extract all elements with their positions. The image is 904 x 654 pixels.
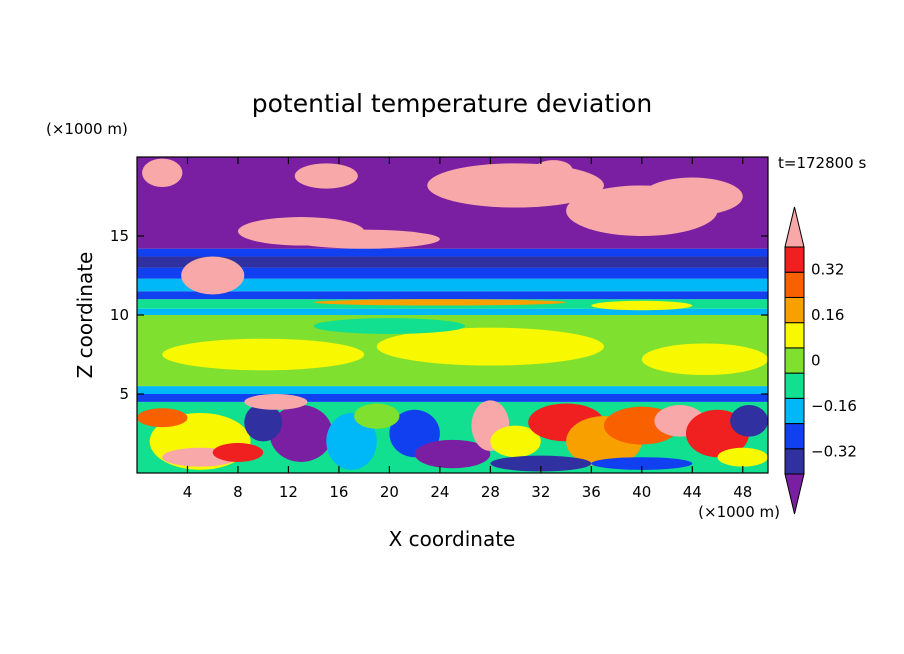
contour-patch xyxy=(244,394,308,410)
x-unit-label: (×1000 m) xyxy=(698,503,780,521)
contour-patch xyxy=(730,405,768,437)
colorbar-tick-label: 0.32 xyxy=(811,261,844,279)
y-axis: 5 10 15 xyxy=(110,227,768,403)
contour-patch xyxy=(534,160,573,180)
x-tick-label: 4 xyxy=(183,483,193,501)
chart-title: potential temperature deviation xyxy=(252,89,652,118)
contour-patch xyxy=(212,442,264,462)
plot-area xyxy=(137,157,768,473)
x-tick-label: 16 xyxy=(329,483,348,501)
colorbar-segment xyxy=(784,448,805,475)
colorbar-segment xyxy=(784,271,805,298)
colorbar-segment xyxy=(784,423,805,450)
contour-patch xyxy=(269,405,333,462)
contour-band xyxy=(137,256,768,268)
x-tick-label: 32 xyxy=(531,483,550,501)
colorbar-tick-label: −0.32 xyxy=(811,442,857,460)
contour-patch xyxy=(162,338,365,371)
x-tick-label: 24 xyxy=(430,483,449,501)
x-tick-label: 8 xyxy=(233,483,243,501)
colorbar-extend-max xyxy=(784,206,805,248)
contour-band xyxy=(137,291,768,300)
contour-patch xyxy=(288,229,440,249)
contour-patch xyxy=(142,158,183,188)
y-axis-label: Z coordinate xyxy=(73,252,97,379)
contour-patch xyxy=(641,343,768,376)
contour-patch xyxy=(137,408,188,428)
contour-band xyxy=(137,278,768,292)
contour-patch xyxy=(641,177,743,216)
contour-patch xyxy=(244,403,283,442)
colorbar: 0.32 0.16 0 −0.16 −0.32 xyxy=(784,206,857,515)
contour-patch xyxy=(414,439,491,469)
contour-patch xyxy=(294,163,358,189)
colorbar-segment xyxy=(784,296,805,324)
x-tick-label: 44 xyxy=(683,483,702,501)
colorbar-extend-min xyxy=(784,473,805,515)
colorbar-segment xyxy=(784,322,805,349)
contour-band xyxy=(137,267,768,279)
colorbar-tick-label: −0.16 xyxy=(811,397,857,415)
contour-patch xyxy=(326,412,377,470)
contour-patch xyxy=(354,403,400,429)
contour-patch xyxy=(591,300,693,311)
contour-band xyxy=(137,308,768,315)
contour-patch xyxy=(717,447,768,467)
contour-band xyxy=(137,394,768,402)
contour-patch xyxy=(376,327,604,366)
x-axis: 4 8 12 16 20 24 28 32 36 40 44 48 xyxy=(183,157,752,501)
colorbar-segment xyxy=(784,372,805,399)
contour-patch xyxy=(313,299,567,306)
x-tick-label: 36 xyxy=(582,483,601,501)
x-axis-label: X coordinate xyxy=(389,527,516,551)
y-tick-label: 5 xyxy=(119,385,129,403)
contour-band xyxy=(137,248,768,257)
y-tick-label: 10 xyxy=(110,306,129,324)
y-tick-label: 15 xyxy=(110,227,129,245)
colorbar-tick-label: 0 xyxy=(811,352,821,370)
x-tick-label: 28 xyxy=(481,483,500,501)
colorbar-segment xyxy=(784,246,805,273)
contour-band xyxy=(137,386,768,394)
y-unit-label: (×1000 m) xyxy=(46,120,128,138)
x-tick-label: 48 xyxy=(733,483,752,501)
contour-patch xyxy=(181,256,245,295)
contour-patch xyxy=(490,455,592,472)
x-tick-label: 40 xyxy=(632,483,651,501)
x-tick-label: 12 xyxy=(279,483,298,501)
contour-patch xyxy=(313,318,466,334)
colorbar-tick-label: 0.16 xyxy=(811,306,844,324)
colorbar-segment xyxy=(784,347,805,374)
time-label: t=172800 s xyxy=(778,154,866,172)
contour-patch xyxy=(591,457,693,470)
x-tick-label: 20 xyxy=(380,483,399,501)
colorbar-segment xyxy=(784,397,805,425)
contour-patch xyxy=(490,425,541,458)
